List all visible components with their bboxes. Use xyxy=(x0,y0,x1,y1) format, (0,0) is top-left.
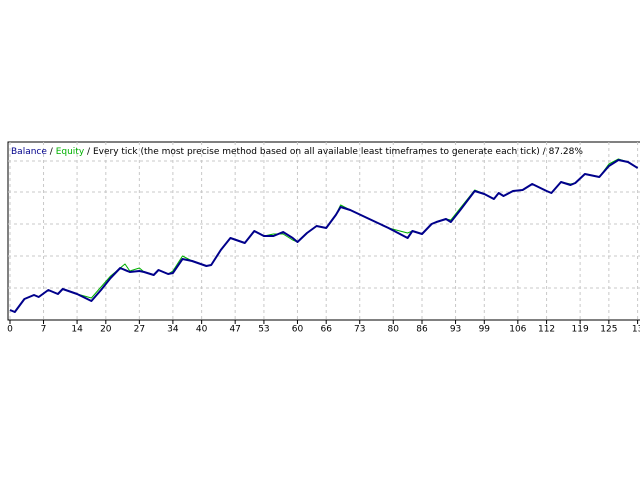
lines xyxy=(9,158,639,313)
chart-title: Every tick (the most precise method base… xyxy=(93,147,583,157)
separator: / xyxy=(87,147,91,157)
x-tick-label: 47 xyxy=(229,325,240,335)
legend-entry: Balance xyxy=(11,147,47,157)
x-tick-label: 53 xyxy=(258,325,269,335)
x-tick-label: 125 xyxy=(600,325,617,335)
x-tick-label: 80 xyxy=(388,325,400,335)
x-tick-label: 40 xyxy=(196,325,208,335)
x-tick-label: 0 xyxy=(7,325,13,335)
x-tick-label: 66 xyxy=(320,325,332,335)
x-tick-label: 93 xyxy=(450,325,461,335)
grid: 0 7 14 20 27 34 40 47 53 60 66 73 80 86 93 99 106 112 119 1… xyxy=(7,142,640,335)
legend-entry: Equity xyxy=(56,147,85,157)
header: Balance / Equity / Every tick (the most … xyxy=(11,147,583,157)
plot-frame xyxy=(7,141,640,321)
legend: Balance / Equity / Every tick (the most … xyxy=(11,147,583,157)
x-tick-label: 106 xyxy=(509,325,526,335)
x-tick-label: 27 xyxy=(134,325,145,335)
x-tick-label: 73 xyxy=(354,325,365,335)
x-tick-label: 13 xyxy=(632,325,640,335)
x-tick-label: 34 xyxy=(167,325,179,335)
x-tick-label: 14 xyxy=(71,325,83,335)
x-tick-label: 7 xyxy=(41,325,47,335)
x-tick-label: 112 xyxy=(538,325,555,335)
separator: / xyxy=(50,147,54,157)
x-tick-label: 119 xyxy=(572,325,589,335)
x-tick-label: 20 xyxy=(100,325,112,335)
x-tick-label: 99 xyxy=(479,325,491,335)
x-tick-label: 86 xyxy=(416,325,428,335)
x-tick-label: 60 xyxy=(292,325,304,335)
series-line xyxy=(9,159,639,313)
